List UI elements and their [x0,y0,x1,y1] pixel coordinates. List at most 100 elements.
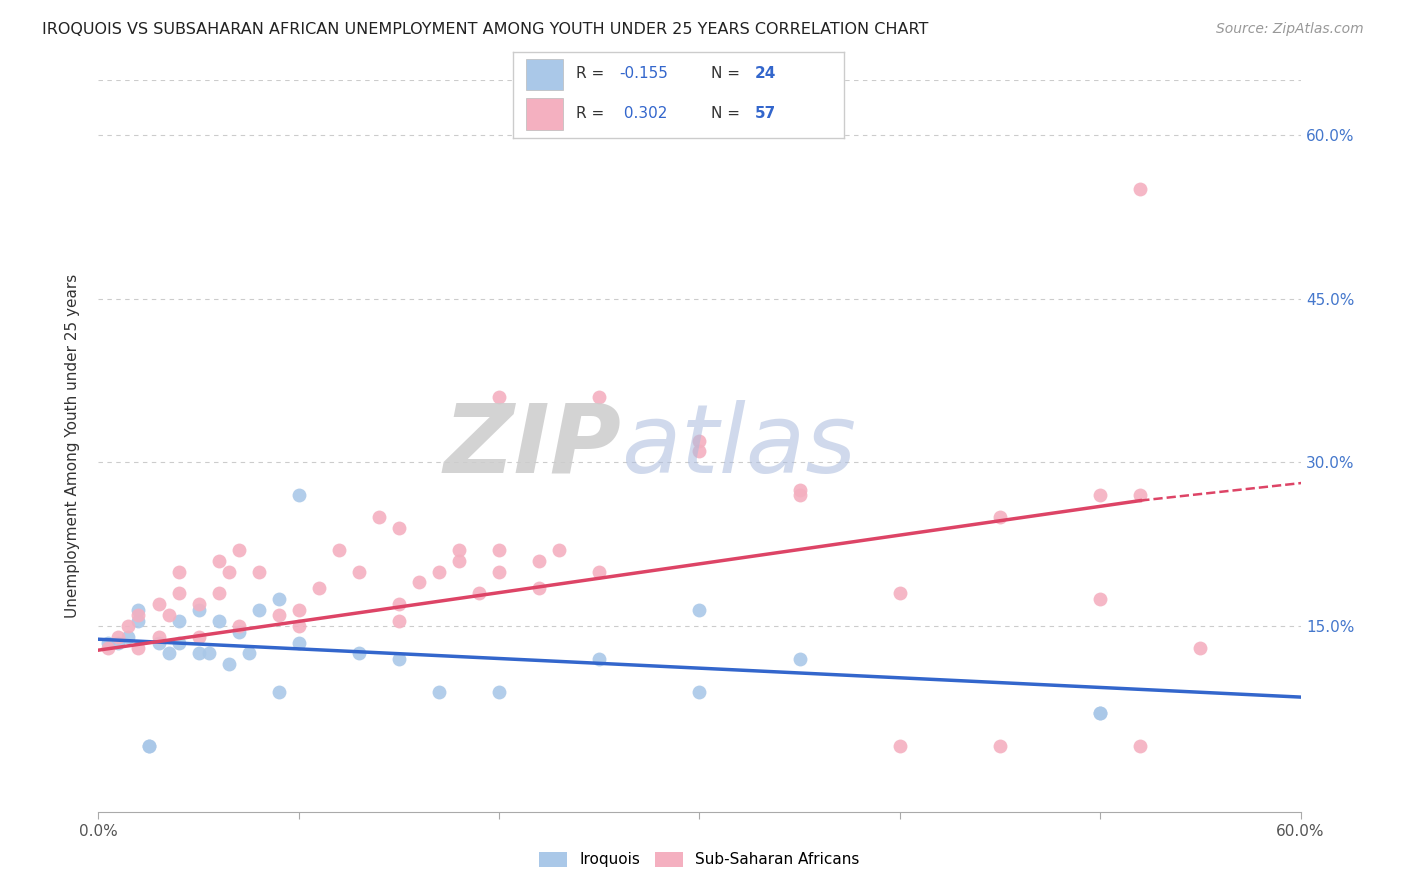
Point [97,635,120,649]
Point [1129,488,1152,502]
Point [267,591,290,606]
Point [148,630,170,644]
Point [529,554,551,568]
Point [107,630,129,644]
Point [228,542,250,557]
Point [689,434,711,448]
Point [789,483,811,497]
Point [388,597,411,611]
Point [247,603,270,617]
Point [228,624,250,639]
Y-axis label: Unemployment Among Youth under 25 years: Unemployment Among Youth under 25 years [65,274,80,618]
Text: R =: R = [576,66,609,81]
Point [988,510,1011,524]
Point [447,542,470,557]
Point [588,652,610,666]
Point [117,630,139,644]
Point [187,630,209,644]
Point [368,510,391,524]
Point [427,565,450,579]
Point [208,554,231,568]
Point [347,647,370,661]
Point [187,603,209,617]
Point [97,640,120,655]
Point [267,608,290,623]
Text: Source: ZipAtlas.com: Source: ZipAtlas.com [1216,22,1364,37]
Text: 0.302: 0.302 [619,106,668,121]
Point [167,586,190,600]
Point [388,652,411,666]
Point [288,619,311,633]
Point [208,614,231,628]
Text: IROQUOIS VS SUBSAHARAN AFRICAN UNEMPLOYMENT AMONG YOUTH UNDER 25 YEARS CORRELATI: IROQUOIS VS SUBSAHARAN AFRICAN UNEMPLOYM… [42,22,928,37]
Text: R =: R = [576,106,609,121]
Point [529,581,551,595]
Point [138,739,160,754]
Point [889,586,911,600]
Point [689,603,711,617]
Point [488,542,510,557]
Point [408,575,430,590]
Text: N =: N = [711,66,745,81]
Point [1189,640,1212,655]
Point [488,565,510,579]
Point [238,647,260,661]
Text: 57: 57 [755,106,776,121]
Point [488,684,510,698]
Point [148,635,170,649]
Text: ZIP: ZIP [443,400,621,492]
Point [187,647,209,661]
Point [1129,182,1152,196]
Point [157,608,180,623]
Text: -0.155: -0.155 [619,66,668,81]
Point [218,565,240,579]
Bar [526,59,562,90]
Point [347,565,370,579]
Point [789,652,811,666]
Point [548,542,571,557]
Point [288,603,311,617]
Point [789,488,811,502]
Text: 24: 24 [755,66,776,81]
Point [488,390,510,404]
Bar [526,98,562,129]
Point [167,614,190,628]
Point [218,657,240,672]
Point [1088,488,1111,502]
Point [388,521,411,535]
Point [128,640,150,655]
Point [1088,591,1111,606]
Point [988,739,1011,754]
Point [468,586,491,600]
Point [138,739,160,754]
Point [328,542,350,557]
Point [107,635,129,649]
Point [148,597,170,611]
Point [128,608,150,623]
Point [689,684,711,698]
Legend: Iroquois, Sub-Saharan Africans: Iroquois, Sub-Saharan Africans [533,846,866,873]
Point [1088,706,1111,721]
Point [288,635,311,649]
Point [167,635,190,649]
Point [427,684,450,698]
Point [889,739,911,754]
Point [288,488,311,502]
Point [308,581,330,595]
Point [1129,739,1152,754]
Point [128,614,150,628]
Point [267,684,290,698]
Point [388,614,411,628]
Point [208,586,231,600]
Text: N =: N = [711,106,745,121]
Text: atlas: atlas [621,400,856,492]
Point [128,603,150,617]
Point [117,619,139,633]
Point [447,554,470,568]
Point [1088,706,1111,721]
Point [197,647,219,661]
Point [228,619,250,633]
Point [187,597,209,611]
Point [588,565,610,579]
Point [157,647,180,661]
